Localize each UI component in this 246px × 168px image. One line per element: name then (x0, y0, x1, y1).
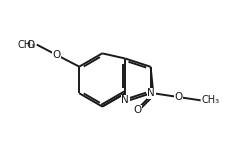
Text: O: O (27, 40, 35, 50)
Text: O: O (53, 50, 61, 60)
Text: O: O (175, 92, 183, 102)
Text: O: O (133, 105, 141, 115)
Text: N: N (147, 88, 155, 98)
Text: N: N (122, 95, 129, 106)
Text: CH₃: CH₃ (17, 40, 35, 50)
Text: CH₃: CH₃ (202, 95, 220, 105)
